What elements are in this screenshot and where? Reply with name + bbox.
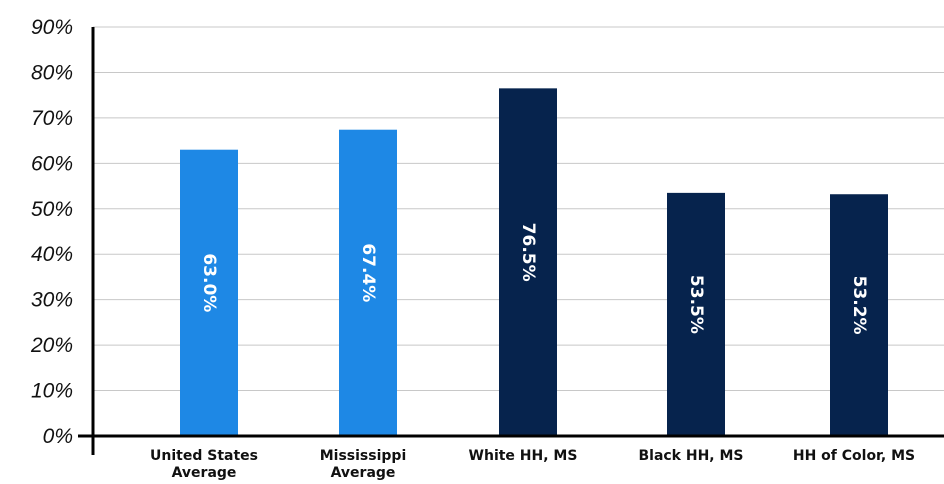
x-category-label: Black HH, MS — [638, 448, 743, 464]
y-tick-label: 40% — [31, 243, 73, 266]
data-label: 67.4% — [358, 243, 378, 302]
bar — [180, 149, 238, 436]
bar — [830, 194, 888, 436]
data-label: 76.5% — [518, 223, 538, 282]
x-category-label: White HH, MS — [469, 448, 578, 464]
x-category-label: HH of Color, MS — [793, 448, 915, 464]
y-tick-label: 0% — [43, 425, 73, 448]
bars — [180, 88, 888, 436]
y-tick-label: 90% — [31, 16, 73, 39]
y-tick-label: 60% — [31, 152, 73, 175]
y-axis-tick-labels: 0% 10% 20% 30% 40% 50% 60% 70% 80% 90% — [30, 16, 73, 448]
bar — [339, 129, 397, 436]
bar — [499, 88, 557, 436]
data-label: 63.0% — [199, 253, 219, 312]
x-category-label: Average — [331, 465, 396, 481]
bar — [667, 192, 725, 436]
y-tick-label: 30% — [31, 289, 73, 312]
y-tick-label: 10% — [31, 380, 73, 403]
y-tick-label: 80% — [31, 61, 73, 84]
data-labels: 63.0% 67.4% 76.5% 53.5% 53.2% — [199, 223, 869, 335]
y-tick-label: 20% — [30, 334, 73, 357]
data-label: 53.2% — [849, 276, 869, 335]
x-category-label: Mississippi — [320, 448, 407, 464]
data-label: 53.5% — [686, 275, 706, 334]
y-tick-label: 70% — [31, 107, 73, 130]
y-tick-label: 50% — [31, 198, 73, 221]
x-category-label: United States — [150, 448, 258, 464]
x-category-label: Average — [172, 465, 237, 481]
x-axis-category-labels: United StatesAverageMississippiAverageWh… — [150, 448, 915, 481]
